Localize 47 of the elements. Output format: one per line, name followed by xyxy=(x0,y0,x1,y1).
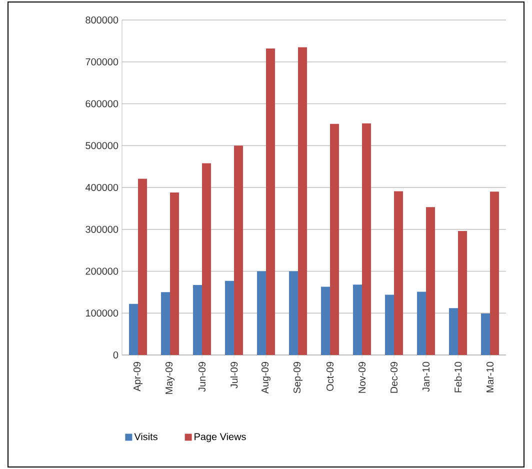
y-tick-label: 800000 xyxy=(86,16,118,24)
bar xyxy=(321,286,330,355)
legend-label: Visits xyxy=(134,432,158,440)
legend-label: Page Views xyxy=(194,432,246,442)
bar xyxy=(161,292,170,355)
bar xyxy=(362,123,372,355)
x-tick-label: Nov-09 xyxy=(358,362,366,393)
bar xyxy=(458,231,468,355)
bar xyxy=(289,271,298,355)
bar xyxy=(426,207,436,355)
y-tick-label: 500000 xyxy=(86,142,118,150)
y-tick-label: 300000 xyxy=(86,226,118,233)
x-tick-label: Aug-09 xyxy=(262,362,271,394)
x-tick-label: Jan-10 xyxy=(422,362,430,392)
y-tick-label: 400000 xyxy=(85,184,118,192)
y-tick-label: 600000 xyxy=(86,100,118,108)
bar xyxy=(266,48,276,355)
y-tick-label: 0 xyxy=(113,351,118,359)
bar xyxy=(234,146,244,355)
bar xyxy=(449,308,458,355)
bar xyxy=(385,294,394,355)
y-tick-label: 100000 xyxy=(86,310,118,317)
bar xyxy=(138,178,148,355)
bar xyxy=(353,284,362,355)
bar xyxy=(193,285,202,355)
bar xyxy=(129,304,138,355)
bar xyxy=(298,47,308,355)
bar xyxy=(330,124,340,355)
x-tick-label: Dec-09 xyxy=(390,362,398,393)
bar xyxy=(417,292,426,355)
x-tick-label: Jul-09 xyxy=(230,362,238,388)
bar xyxy=(490,192,500,355)
bar xyxy=(257,271,266,355)
bar xyxy=(481,314,490,355)
bar xyxy=(170,192,180,355)
bar xyxy=(202,163,212,355)
y-tick-label: 700000 xyxy=(86,58,118,66)
y-tick-label: 200000 xyxy=(86,268,118,275)
x-tick-label: May-09 xyxy=(166,362,175,394)
x-tick-label: Mar-10 xyxy=(486,362,494,392)
x-tick-label: Sep-09 xyxy=(294,362,303,394)
bar xyxy=(394,191,404,355)
x-tick-label: Feb-10 xyxy=(454,362,462,392)
x-tick-label: Oct-09 xyxy=(326,362,334,391)
x-tick-label: Apr-09 xyxy=(134,362,143,392)
x-tick-label: Jun-09 xyxy=(198,362,206,392)
bar xyxy=(225,280,234,355)
